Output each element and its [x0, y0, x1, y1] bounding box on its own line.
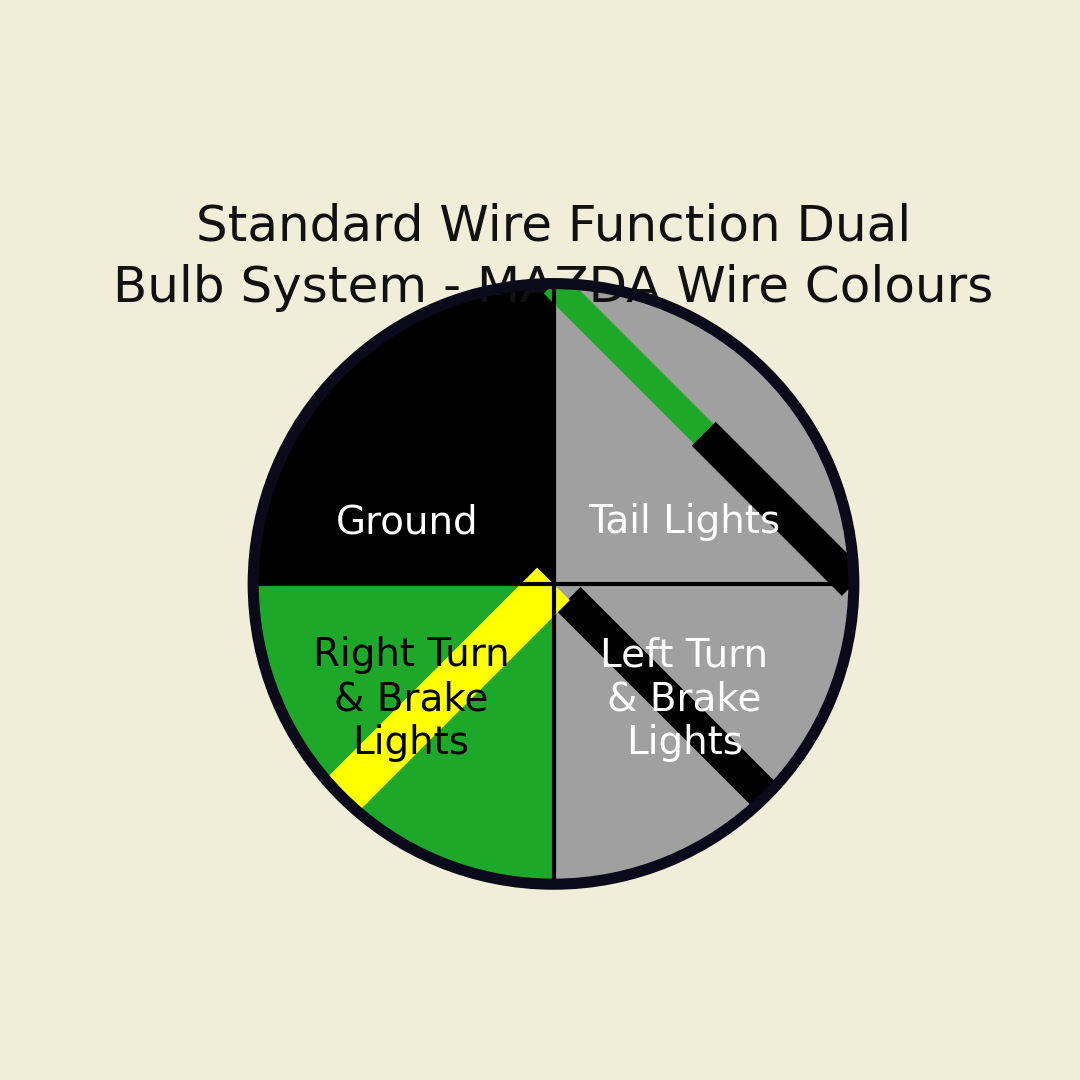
Text: Tail Lights: Tail Lights — [589, 503, 781, 541]
Polygon shape — [0, 584, 554, 1080]
Text: Left Turn
& Brake
Lights: Left Turn & Brake Lights — [600, 636, 768, 762]
Polygon shape — [691, 422, 866, 596]
Polygon shape — [0, 0, 554, 584]
Polygon shape — [556, 586, 866, 896]
Text: Ground: Ground — [336, 503, 478, 541]
Polygon shape — [554, 0, 1080, 584]
Polygon shape — [543, 274, 714, 444]
Text: Right Turn
& Brake
Lights: Right Turn & Brake Lights — [313, 636, 510, 762]
Polygon shape — [554, 584, 1080, 1080]
Polygon shape — [237, 568, 570, 901]
Text: Standard Wire Function Dual
Bulb System - MAZDA Wire Colours: Standard Wire Function Dual Bulb System … — [113, 203, 994, 312]
